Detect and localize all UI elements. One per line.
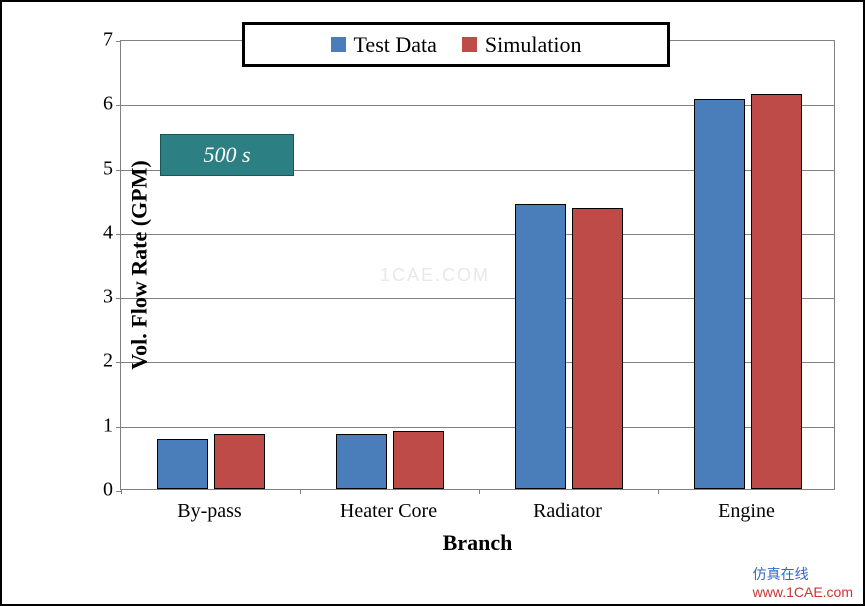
x-axis-title: Branch — [120, 530, 835, 556]
y-tick-mark — [116, 362, 121, 363]
x-tick-mark — [479, 489, 480, 494]
y-tick-mark — [116, 234, 121, 235]
watermark-center: 1CAE.COM — [380, 265, 490, 286]
x-tick-label: Heater Core — [340, 500, 437, 523]
chart-container: Vol. Flow Rate (GPM) Branch Test Data Si… — [10, 10, 855, 570]
legend-swatch-test-data — [331, 37, 346, 52]
legend-label-test-data: Test Data — [354, 32, 437, 58]
bar-simulation — [751, 94, 802, 489]
legend-swatch-simulation — [462, 37, 477, 52]
x-tick-mark — [121, 489, 122, 494]
bar-test-data — [694, 99, 745, 489]
legend-label-simulation: Simulation — [485, 32, 582, 58]
legend: Test Data Simulation — [242, 22, 670, 67]
y-tick-label: 2 — [83, 350, 113, 373]
y-tick-mark — [116, 41, 121, 42]
watermark-bottom: 仿真在线 www.1CAE.com — [753, 564, 853, 600]
y-tick-label: 3 — [83, 286, 113, 309]
x-tick-mark — [300, 489, 301, 494]
watermark-url: www.1CAE.com — [753, 584, 853, 600]
bar-simulation — [572, 208, 623, 489]
y-tick-label: 4 — [83, 221, 113, 244]
bar-test-data — [515, 204, 566, 489]
y-tick-mark — [116, 298, 121, 299]
y-tick-label: 0 — [83, 479, 113, 502]
y-tick-mark — [116, 170, 121, 171]
legend-item-simulation: Simulation — [462, 32, 582, 58]
x-tick-label: Engine — [718, 500, 775, 523]
x-tick-label: Radiator — [533, 500, 602, 523]
bar-simulation — [393, 431, 444, 489]
y-tick-label: 1 — [83, 414, 113, 437]
legend-item-test-data: Test Data — [331, 32, 437, 58]
y-tick-mark — [116, 105, 121, 106]
watermark-cn: 仿真在线 — [753, 566, 809, 582]
bar-simulation — [214, 434, 265, 489]
y-axis-title: Vol. Flow Rate (GPM) — [127, 160, 153, 369]
time-badge: 500 s — [160, 134, 294, 176]
x-tick-label: By-pass — [177, 500, 241, 523]
bar-test-data — [336, 434, 387, 489]
x-tick-mark — [658, 489, 659, 494]
y-tick-label: 6 — [83, 93, 113, 116]
bar-test-data — [157, 439, 208, 489]
y-tick-label: 5 — [83, 157, 113, 180]
y-tick-label: 7 — [83, 29, 113, 52]
y-tick-mark — [116, 427, 121, 428]
